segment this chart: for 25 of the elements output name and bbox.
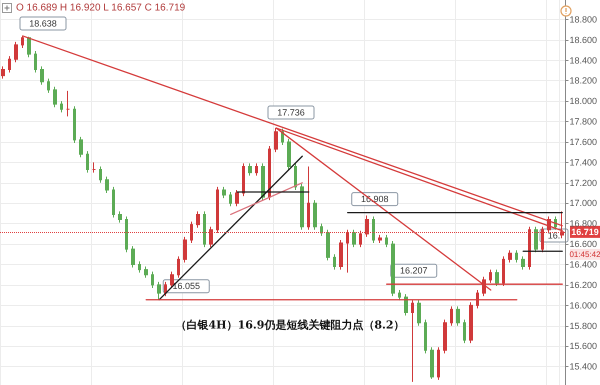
ref-line-label: 16.719 [571, 226, 599, 237]
y-tick-label: 15.600 [569, 341, 598, 352]
y-tick-label: 18.000 [569, 96, 598, 106]
y-tick-label: 18.400 [569, 55, 598, 66]
annotation: 16.207 [400, 266, 428, 276]
y-tick-label: 18.800 [569, 14, 598, 24]
y-tick-label: 16.200 [569, 280, 598, 290]
annotation: 16.055 [172, 281, 200, 292]
text: 01:45:42 [569, 250, 600, 259]
y-tick-label: 15.400 [569, 362, 598, 372]
y-tick-label: 17.000 [569, 198, 598, 208]
y-tick-label: 15.800 [569, 320, 598, 331]
annotation: O 16.689 H 16.920 L 16.657 C 16.719 [16, 2, 186, 14]
y-tick-label: 16.600 [569, 239, 598, 250]
y-tick-label: 17.400 [569, 157, 598, 168]
y-tick-label: 16.400 [569, 259, 598, 270]
annotation: 18.638 [29, 18, 57, 28]
annotation: （白银4H）16.9仍是短线关键阻力点（8.2） [176, 318, 404, 332]
y-tick-label: 18.200 [569, 76, 598, 86]
y-tick-label: 17.600 [569, 136, 598, 147]
y-tick-label: 17.200 [569, 178, 598, 188]
y-tick-label: 18.600 [569, 34, 598, 45]
annotation: 17.736 [277, 108, 305, 118]
y-tick-label: 16.000 [569, 300, 598, 310]
y-tick-label: 17.800 [569, 116, 598, 127]
